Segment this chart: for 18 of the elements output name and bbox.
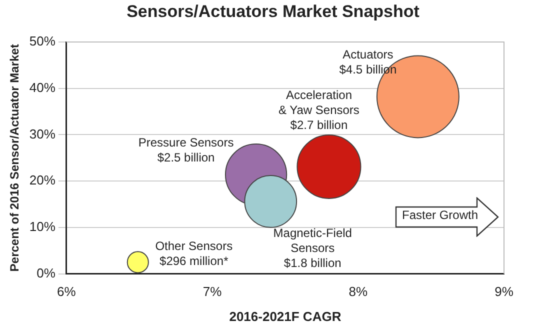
- x-tick-label: 7%: [202, 284, 222, 300]
- annotation: Faster Growth: [402, 208, 478, 222]
- x-tick-label: 8%: [348, 284, 368, 300]
- x-axis-title: 2016-2021F CAGR: [229, 308, 342, 324]
- annotation: Acceleration & Yaw Sensors $2.7 billion: [278, 88, 360, 132]
- x-tick-label: 6%: [57, 284, 76, 300]
- y-tick-label: 40%: [29, 80, 56, 95]
- y-axis-title: Percent of 2016 Sensor/Actuator Market: [8, 44, 22, 272]
- y-tick-label: 50%: [29, 34, 56, 49]
- y-tick-label: 10%: [29, 219, 56, 234]
- chart-title: Sensors/Actuators Market Snapshot: [126, 2, 420, 22]
- annotation: Pressure Sensors $2.5 billion: [138, 135, 234, 164]
- y-tick-label: 30%: [29, 126, 56, 142]
- y-tick-label: 0%: [36, 265, 56, 280]
- annotation: Magnetic-Field Sensors $1.8 billion: [273, 226, 352, 270]
- y-tick-label: 20%: [29, 172, 56, 188]
- annotation: Other Sensors $296 million*: [155, 239, 233, 268]
- x-tick-label: 9%: [494, 284, 514, 300]
